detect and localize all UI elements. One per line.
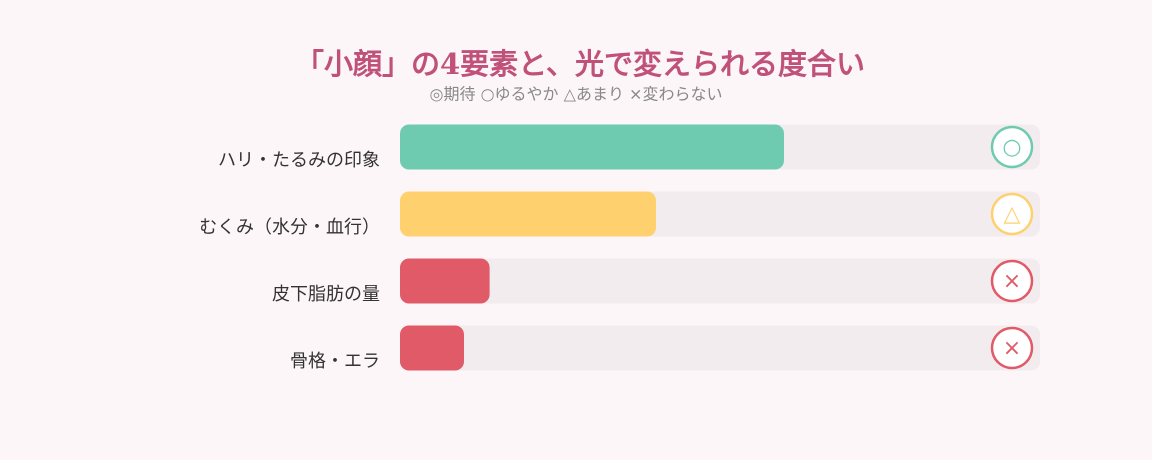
category-label: ハリ・たるみの印象	[218, 150, 380, 171]
rating-symbol: ○	[1002, 135, 1021, 160]
rating-badge	[990, 326, 1034, 370]
chart-title: 「小顔」の4要素と、光で変えられる度合い	[295, 47, 865, 81]
bar	[400, 258, 490, 304]
rating-badge	[990, 192, 1034, 236]
chart-subtitle: ◎期待 ○ゆるやか △あまり ×変わらない	[430, 85, 723, 104]
rating-badge	[990, 125, 1034, 169]
bar	[400, 124, 784, 170]
rating-symbol: ×	[1003, 269, 1021, 294]
rating-symbol: △	[1004, 202, 1021, 227]
category-label: 皮下脂肪の量	[272, 284, 380, 305]
rating-badge	[990, 259, 1034, 303]
bar	[400, 325, 464, 371]
bar-track	[400, 258, 1040, 304]
category-label: 骨格・エラ	[290, 351, 380, 372]
category-label: むくみ（水分・血行）	[199, 217, 380, 238]
bar-track	[400, 325, 1040, 371]
rating-symbol: ×	[1003, 336, 1021, 361]
bar	[400, 191, 656, 237]
